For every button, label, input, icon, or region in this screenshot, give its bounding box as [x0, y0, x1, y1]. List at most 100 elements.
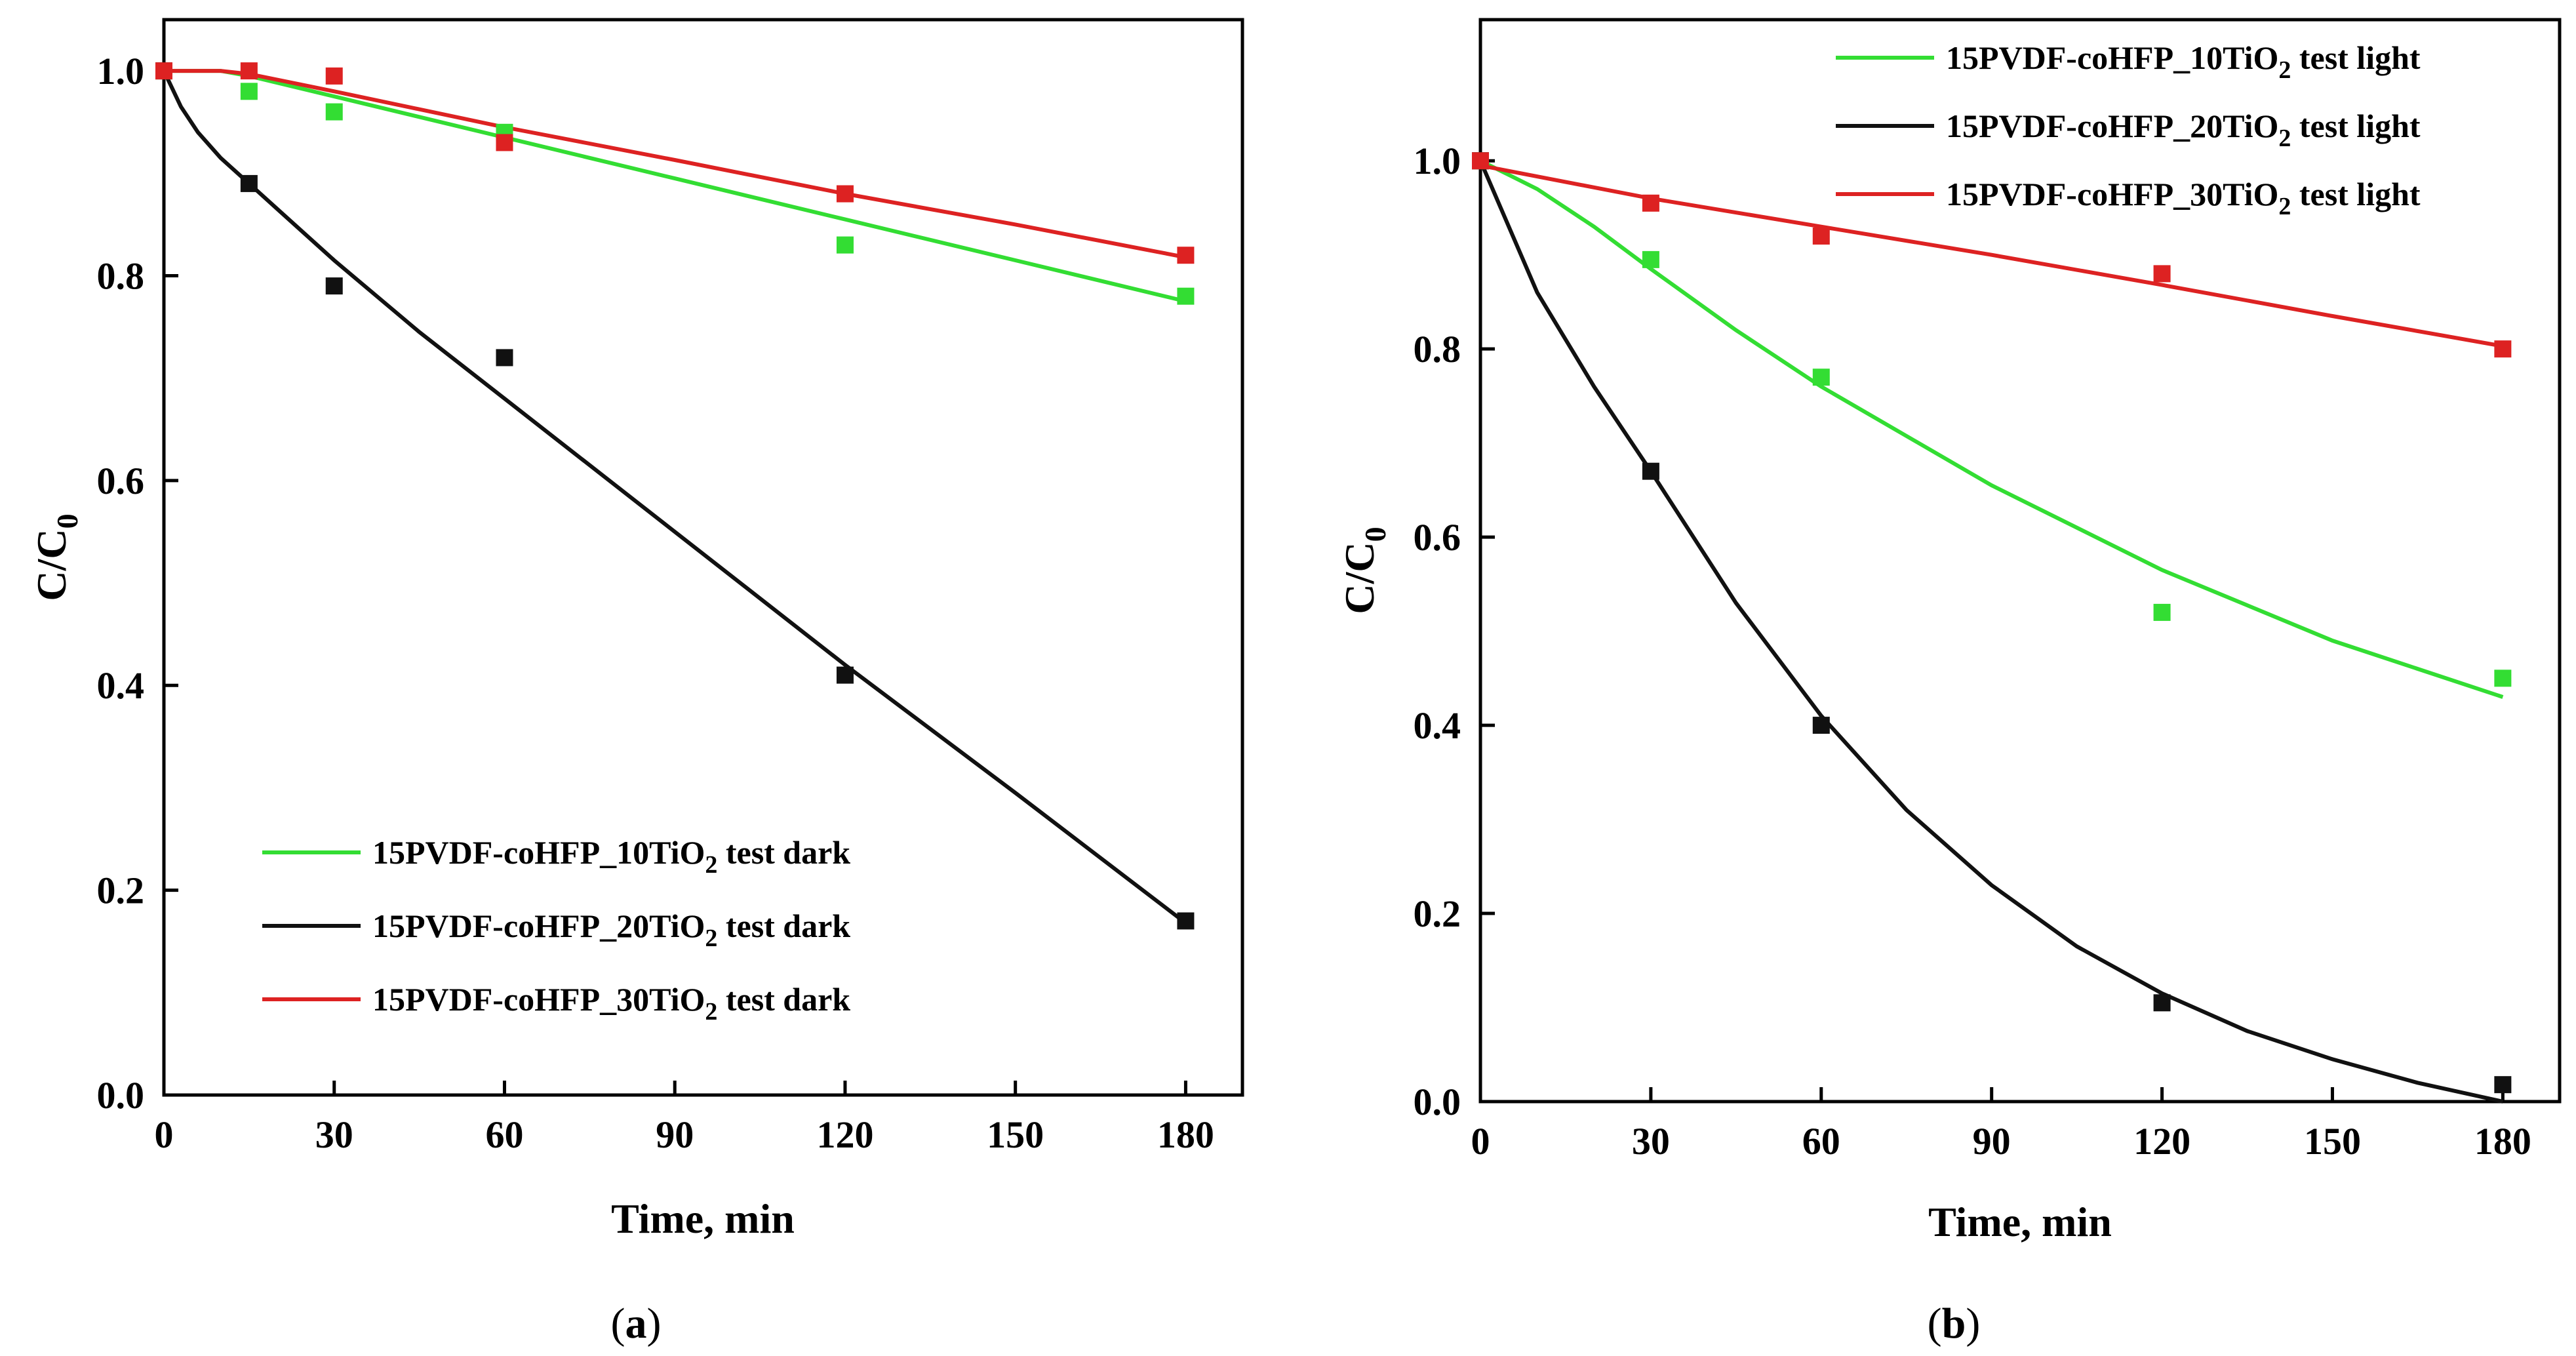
panel-a-data-point-series-2 [325, 277, 343, 295]
legend-label-subscript: 2 [2278, 193, 2291, 220]
panel-a-y-axis-title-subscript: 0 [50, 513, 84, 528]
legend-label-main: 15PVDF-coHFP_20TiO [1946, 108, 2278, 144]
panel-b-fit-lines [1478, 159, 2504, 1104]
panel-a-legend-label-1: 15PVDF-coHFP_10TiO2 test dark [372, 834, 850, 879]
panel-b-x-tick-label: 0 [1471, 1120, 1490, 1163]
panel-b-x-tick-label: 120 [2133, 1120, 2190, 1163]
panel-b-legend: 15PVDF-coHFP_10TiO2 test light15PVDF-coH… [1836, 39, 2421, 220]
panel-a-data-point-series-1 [325, 103, 343, 121]
panel-a-ticks: 0 30 60 90 120 150 180 0.0 0.2 0.4 0.6 0.8 1.0 [97, 50, 1214, 1156]
legend-label-tail: test light [2291, 39, 2421, 76]
panel-b-fit-line-series-2 [1478, 160, 2504, 1104]
panel-a-chart: 0 30 60 90 120 150 180 0.0 0.2 0.4 0.6 0.8 1.0 15PVD… [28, 18, 1244, 1347]
panel-b-y-tick-label: 0.8 [1414, 328, 1461, 370]
legend-label-main: 15PVDF-coHFP_30TiO [372, 981, 705, 1018]
panel-a-x-tick-label: 180 [1157, 1113, 1214, 1156]
panel-b-chart: 0 30 60 90 120 150 180 0.0 0.2 0.4 0.6 0.8 1.0 15PVD… [1336, 18, 2562, 1347]
panel-b-data-point-series-1 [2494, 669, 2512, 687]
panel-b-y-tick-label: 0.0 [1414, 1081, 1461, 1123]
panel-b-legend-label-3: 15PVDF-coHFP_30TiO2 test light [1946, 176, 2421, 220]
panel-b-y-axis-title-main: C/C [1336, 542, 1383, 614]
panel-b-data-point-series-2 [1812, 717, 1830, 734]
panel-a-y-tick-label: 0.2 [97, 869, 145, 912]
panel-a-legend-label-2: 15PVDF-coHFP_20TiO2 test dark [372, 907, 850, 952]
panel-b-y-axis-title-subscript: 0 [1358, 527, 1392, 542]
panel-a-x-tick-label: 150 [987, 1113, 1044, 1156]
panel-a-x-tick-label: 30 [315, 1113, 353, 1156]
panel-a-data-point-series-2 [836, 666, 854, 684]
legend-label-subscript: 2 [2278, 56, 2291, 84]
panel-a-label-letter: a [625, 1300, 647, 1347]
panel-a-x-axis-title: Time, min [611, 1195, 795, 1242]
panel-a-data-point-series-1 [240, 83, 258, 100]
panel-b-legend-label-2: 15PVDF-coHFP_20TiO2 test light [1946, 108, 2421, 152]
panel-b-data-point-series-1 [1642, 250, 1659, 268]
legend-label-main: 15PVDF-coHFP_20TiO [372, 907, 705, 944]
panel-b-x-axis-title: Time, min [1928, 1199, 2112, 1245]
panel-a-data-point-series-2 [1177, 912, 1195, 930]
panel-b-data-point-series-3 [1812, 228, 1830, 245]
panel-a-legend-label-3: 15PVDF-coHFP_30TiO2 test dark [372, 981, 850, 1026]
panel-b-plot-frame [1478, 18, 2562, 1104]
panel-b-label-letter: b [1942, 1300, 1966, 1347]
panel-b-data-point-series-2 [1642, 462, 1659, 480]
panel-b-x-tick-label: 90 [1973, 1120, 2011, 1163]
panel-b-data-point-series-3 [1472, 152, 1489, 170]
legend-label-main: 15PVDF-coHFP_10TiO [372, 834, 705, 871]
panel-b-data-point-series-1 [1812, 369, 1830, 386]
panel-a-data-point-series-3 [155, 62, 172, 80]
legend-label-tail: test dark [717, 834, 850, 871]
panel-b-y-tick-label: 0.2 [1414, 892, 1461, 935]
panel-b-x-tick-label: 60 [1802, 1120, 1840, 1163]
legend-label-subscript: 2 [2278, 125, 2291, 152]
legend-label-subscript: 2 [705, 851, 717, 879]
panel-b-data-point-series-1 [2153, 603, 2171, 621]
legend-label-tail: test dark [717, 907, 850, 944]
panel-a-fit-line-series-3 [164, 69, 1186, 260]
legend-label-tail: test light [2291, 176, 2421, 212]
panel-a-x-tick-label: 90 [656, 1113, 694, 1156]
panel-a-data-point-series-3 [325, 67, 343, 85]
panel-b-y-tick-label: 0.6 [1414, 516, 1461, 559]
panel-b-data-point-series-2 [2494, 1076, 2512, 1094]
panel-a-fit-line-series-2 [162, 70, 1187, 925]
legend-label-tail: test light [2291, 108, 2421, 144]
legend-label-subscript: 2 [705, 925, 717, 952]
panel-b-x-tick-label: 30 [1632, 1120, 1670, 1163]
legend-label-tail: test dark [717, 981, 850, 1018]
panel-b-data-point-series-3 [2494, 340, 2512, 358]
panel-a-data-point-series-3 [836, 185, 854, 203]
legend-label-main: 15PVDF-coHFP_10TiO [1946, 39, 2278, 76]
legend-label-subscript: 2 [705, 998, 717, 1026]
panel-a-y-tick-label: 0.6 [97, 460, 145, 502]
panel-a-y-tick-label: 0.4 [97, 664, 145, 707]
panel-a-x-tick-label: 0 [155, 1113, 174, 1156]
panel-b-data-point-series-3 [2153, 265, 2171, 283]
legend-label-main: 15PVDF-coHFP_30TiO [1946, 176, 2278, 212]
panel-a-data-point-series-3 [240, 62, 258, 80]
panel-b-label: (b) [1928, 1300, 1981, 1347]
panel-a-label: (a) [611, 1300, 662, 1347]
panel-a-y-tick-label: 0.0 [97, 1074, 145, 1117]
panel-b-y-axis-title: C/C0 [1336, 527, 1392, 614]
panel-a-y-axis-title: C/C0 [28, 513, 84, 601]
panel-b-y-tick-label: 0.4 [1414, 704, 1461, 747]
panel-a-x-tick-label: 60 [485, 1113, 523, 1156]
panel-a-y-tick-label: 0.8 [97, 254, 145, 297]
panel-b-x-tick-label: 180 [2474, 1120, 2531, 1163]
panel-a-data-points [155, 62, 1195, 930]
panel-a-fit-line-series-1 [164, 69, 1187, 304]
panel-a-plot-frame [162, 18, 1244, 1097]
panel-a-legend: 15PVDF-coHFP_10TiO2 test dark15PVDF-coHF… [262, 834, 850, 1026]
panel-b-data-points [1472, 152, 2512, 1094]
panel-a-data-point-series-3 [1177, 247, 1195, 264]
panel-b-ticks: 0 30 60 90 120 150 180 0.0 0.2 0.4 0.6 0.8 1.0 [1414, 140, 2531, 1163]
panel-a-data-point-series-3 [496, 134, 513, 151]
panel-a-fit-lines [162, 69, 1187, 925]
panel-b-data-point-series-2 [2153, 994, 2171, 1012]
panel-a-data-point-series-1 [836, 236, 854, 254]
panel-a-y-tick-label: 1.0 [97, 50, 145, 92]
panel-b-y-tick-label: 1.0 [1414, 140, 1461, 182]
panel-b-legend-label-1: 15PVDF-coHFP_10TiO2 test light [1946, 39, 2421, 84]
